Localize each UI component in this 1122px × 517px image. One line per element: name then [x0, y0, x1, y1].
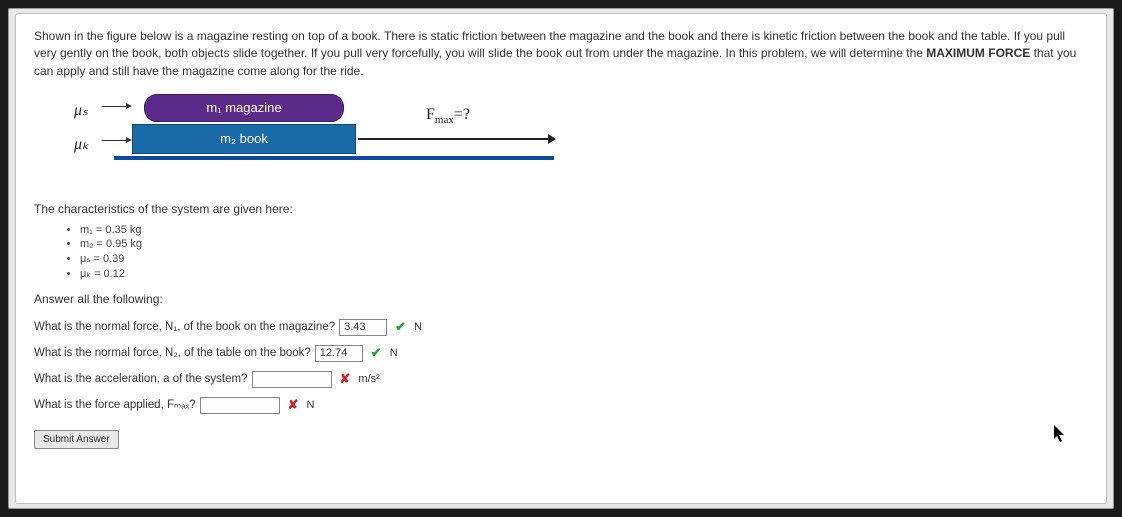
fmax-label: Fmax=? [426, 106, 470, 126]
given-muk: μₖ = 0.12 [80, 267, 1088, 280]
answer-4-unit: N [307, 394, 315, 416]
mu-s-arrow-icon [102, 106, 126, 107]
answer-3-input[interactable] [252, 371, 332, 388]
question-4-label: What is the force applied, Fₘₐₓ? [34, 394, 196, 417]
cross-icon: ✘ [340, 366, 351, 392]
givens-list: m₁ = 0.35 kg m₂ = 0.95 kg μₛ = 0.39 μₖ =… [80, 224, 1088, 280]
question-4-row: What is the force applied, Fₘₐₓ? ✘ N [34, 392, 1088, 418]
force-arrow-icon [358, 138, 548, 140]
check-icon: ✔ [371, 340, 382, 366]
answer-2-unit: N [390, 342, 398, 364]
book-block: m₂ book [132, 124, 356, 154]
given-m1: m₁ = 0.35 kg [80, 224, 1088, 236]
mu-s-label: μₛ [74, 100, 88, 120]
question-3-label: What is the acceleration, a of the syste… [34, 368, 248, 391]
intro-paragraph: Shown in the figure below is a magazine … [34, 28, 1088, 80]
answer-2-input[interactable]: 12.74 [315, 345, 363, 362]
question-1-row: What is the normal force, N₁, of the boo… [34, 314, 1088, 340]
submit-answer-button[interactable]: Submit Answer [34, 430, 119, 449]
characteristics-heading: The characteristics of the system are gi… [34, 202, 1088, 216]
system-diagram: μₛ μₖ m₁ magazine m₂ book Fmax=? [74, 94, 584, 184]
answer-4-input[interactable] [200, 397, 280, 414]
given-m2: m₂ = 0.95 kg [80, 238, 1088, 250]
cross-icon: ✘ [288, 392, 299, 418]
table-surface [114, 156, 554, 160]
magazine-block: m₁ magazine [144, 94, 344, 122]
question-1-label: What is the normal force, N₁, of the boo… [34, 316, 335, 339]
mu-k-label: μₖ [74, 134, 89, 154]
problem-card: Shown in the figure below is a magazine … [15, 13, 1107, 504]
given-mus: μₛ = 0.39 [80, 252, 1088, 265]
answer-3-unit: m/s² [358, 368, 379, 390]
question-2-label: What is the normal force, N₂, of the tab… [34, 342, 311, 365]
answer-1-input[interactable]: 3.43 [339, 319, 387, 336]
mu-k-arrow-icon [102, 140, 126, 141]
cursor-icon [1054, 425, 1066, 443]
intro-bold: MAXIMUM FORCE [926, 46, 1030, 60]
intro-text-1: Shown in the figure below is a magazine … [34, 29, 1065, 60]
answer-1-unit: N [414, 316, 422, 338]
question-3-row: What is the acceleration, a of the syste… [34, 366, 1088, 392]
answer-heading: Answer all the following: [34, 292, 1088, 306]
question-2-row: What is the normal force, N₂, of the tab… [34, 340, 1088, 366]
questions-block: What is the normal force, N₁, of the boo… [34, 314, 1088, 418]
outer-panel: Shown in the figure below is a magazine … [8, 8, 1114, 509]
check-icon: ✔ [395, 314, 406, 340]
